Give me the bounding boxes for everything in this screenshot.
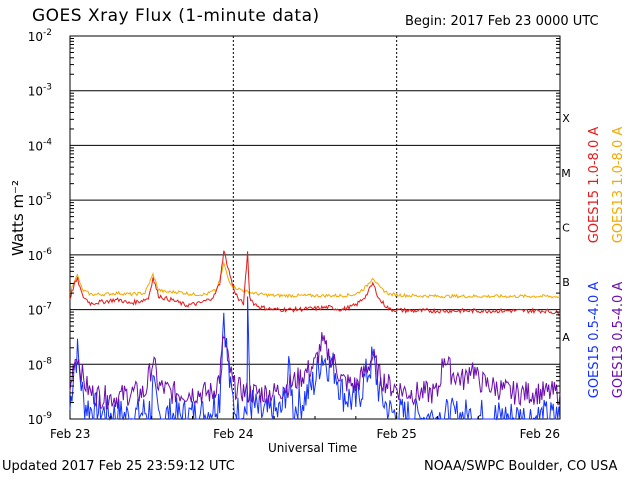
y-axis-ticks: 10-9 10-8 10-7 10-6 10-5 10-4 10-3 10-2 <box>28 28 560 427</box>
updated-timestamp: Updated 2017 Feb 25 23:59:12 UTC <box>2 459 235 474</box>
y-tick-label: 10-3 <box>28 83 52 99</box>
begin-time-label: Begin: 2017 Feb 23 0000 UTC <box>405 14 599 29</box>
x-tick-label: Feb 25 <box>376 427 416 441</box>
legend: GOES15 1.0-8.0 A GOES13 1.0-8.0 A GOES15 0… <box>587 127 626 399</box>
flare-class-B: B <box>562 276 570 289</box>
flare-class-C: C <box>562 222 570 235</box>
legend-entry: GOES15 0.5-4.0 A <box>587 282 602 399</box>
x-axis-ticks: Feb 23 Feb 24 Feb 25 Feb 26 <box>50 413 561 441</box>
plot-border <box>69 35 561 420</box>
flare-class-X: X <box>562 112 570 125</box>
flare-class-M: M <box>561 167 571 180</box>
x-axis-title: Universal Time <box>268 441 358 455</box>
x-tick-label: Feb 24 <box>213 427 253 441</box>
y-tick-label: 10-5 <box>28 192 52 208</box>
legend-entry: GOES13 0.5-4.0 A <box>611 282 626 399</box>
y-axis-title: Watts m⁻² <box>9 180 27 256</box>
y-tick-label: 10-8 <box>28 356 53 372</box>
gridlines <box>70 35 560 420</box>
y-tick-label: 10-7 <box>28 302 52 318</box>
y-tick-label: 10-2 <box>28 28 52 44</box>
credit-label: NOAA/SWPC Boulder, CO USA <box>424 459 618 474</box>
legend-entry: GOES13 1.0-8.0 A <box>611 127 626 244</box>
plot-area <box>69 35 561 420</box>
x-tick-label: Feb 23 <box>50 427 90 441</box>
y-tick-label: 10-9 <box>28 411 53 427</box>
flare-class-A: A <box>562 331 570 344</box>
y-tick-label: 10-4 <box>28 137 53 153</box>
data-series <box>69 250 561 421</box>
flare-class-labels: A B C M X <box>561 112 571 344</box>
series-line-goes13-1-0-8-0-a <box>69 261 561 299</box>
legend-entry: GOES15 1.0-8.0 A <box>587 127 602 244</box>
series-line-goes13-0-5-4-0-a <box>69 332 561 410</box>
series-line-goes15-1-0-8-0-a <box>69 250 561 317</box>
chart-title: GOES Xray Flux (1-minute data) <box>32 6 320 26</box>
y-tick-label: 10-6 <box>28 247 53 263</box>
x-tick-label: Feb 26 <box>520 427 560 441</box>
